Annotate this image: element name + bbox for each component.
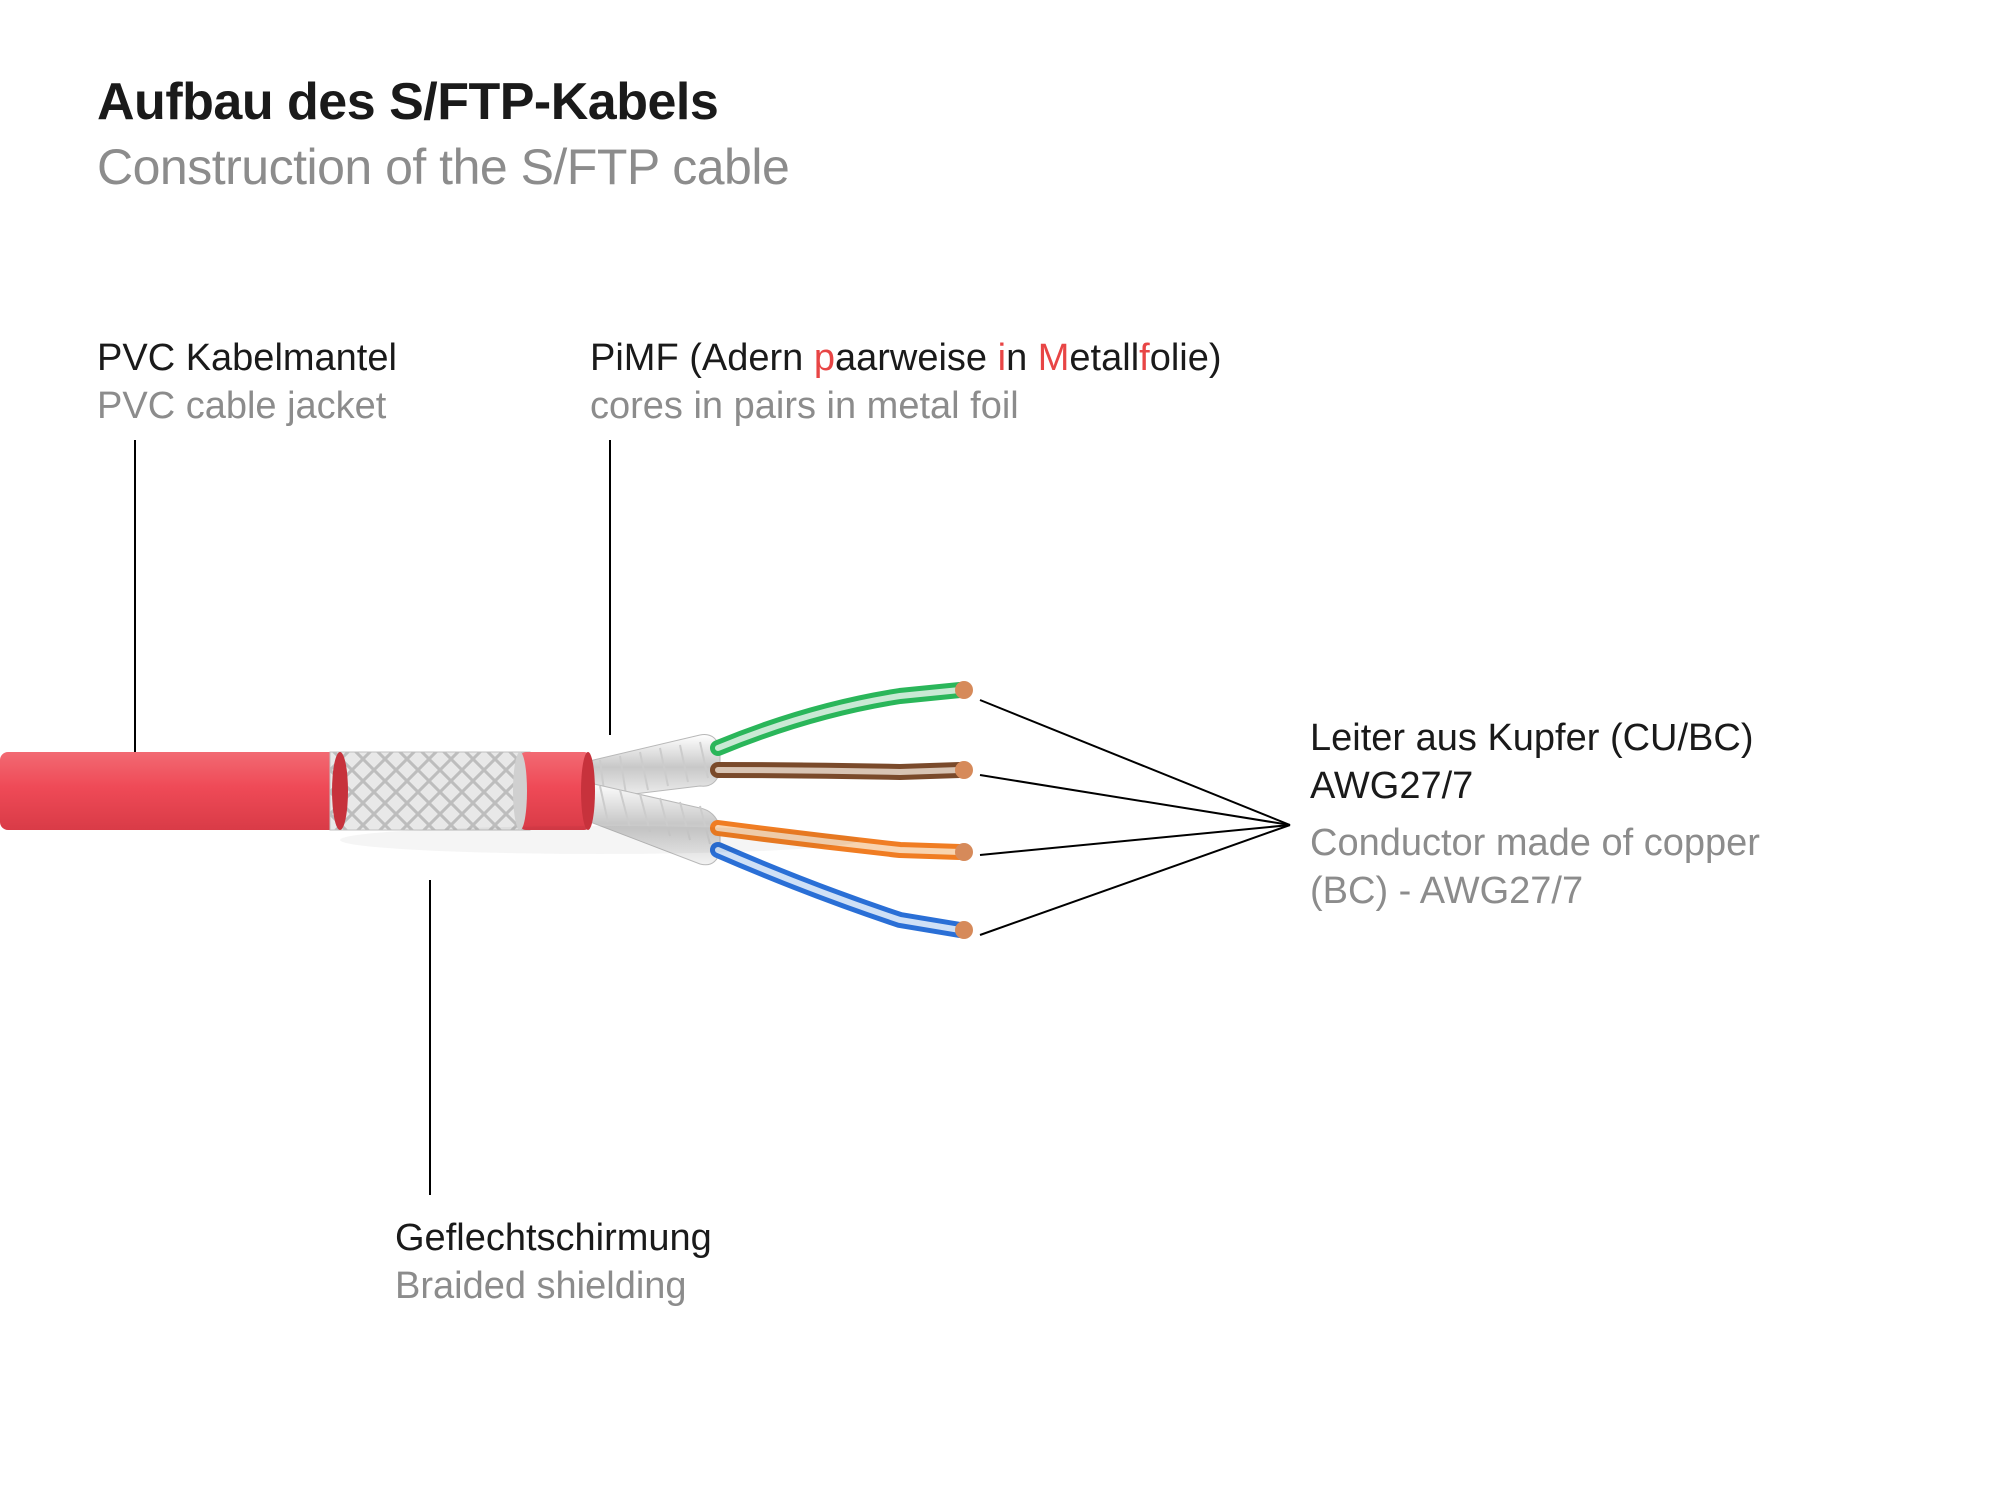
label-jacket: PVC Kabelmantel PVC cable jacket [97, 335, 397, 430]
label-jacket-de: PVC Kabelmantel [97, 335, 397, 383]
label-pimf-en: cores in pairs in metal foil [590, 383, 1222, 431]
label-braid-en: Braided shielding [395, 1263, 712, 1311]
label-conductor-de-l2: AWG27/7 [1310, 763, 1760, 811]
label-pimf: PiMF (Adern paarweise in Metallfolie) co… [590, 335, 1222, 430]
title-de: Aufbau des S/FTP-Kabels [97, 72, 718, 132]
label-conductor-en-l2: (BC) - AWG27/7 [1310, 868, 1760, 916]
label-braid: Geflechtschirmung Braided shielding [395, 1215, 712, 1310]
title-en: Construction of the S/FTP cable [97, 138, 789, 196]
diagram-canvas: Aufbau des S/FTP-Kabels Construction of … [0, 0, 2000, 1500]
label-jacket-en: PVC cable jacket [97, 383, 397, 431]
label-conductor: Leiter aus Kupfer (CU/BC) AWG27/7 Conduc… [1310, 715, 1760, 915]
label-braid-de: Geflechtschirmung [395, 1215, 712, 1263]
label-conductor-en-l1: Conductor made of copper [1310, 820, 1760, 868]
label-pimf-de: PiMF (Adern paarweise in Metallfolie) [590, 335, 1222, 383]
label-conductor-de-l1: Leiter aus Kupfer (CU/BC) [1310, 715, 1760, 763]
